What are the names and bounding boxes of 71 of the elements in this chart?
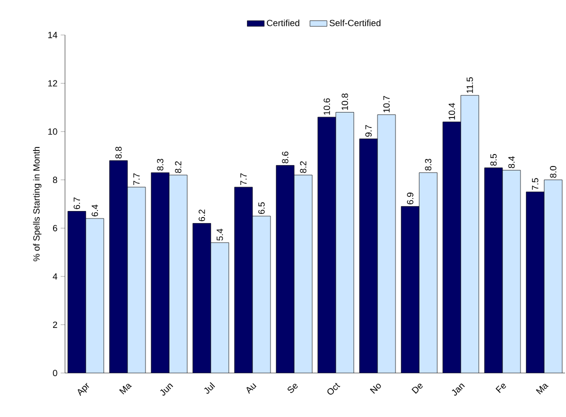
data-label: 8.3 (424, 158, 432, 171)
bar (544, 180, 562, 373)
y-tick-label: 14 (48, 32, 58, 38)
data-label: 8.6 (282, 152, 288, 164)
bar (128, 187, 146, 373)
bar (234, 187, 252, 373)
bar (502, 170, 521, 373)
bar (151, 172, 170, 373)
bar (378, 114, 396, 373)
y-tick-label: 10 (48, 128, 58, 135)
data-label: 10.6 (324, 98, 330, 115)
bar (276, 165, 294, 373)
y-tick-label: 4 (52, 273, 58, 280)
bar (110, 160, 128, 373)
bar (526, 192, 544, 373)
data-label: 8.4 (508, 156, 515, 168)
bar (460, 95, 479, 373)
data-label: 10.7 (383, 96, 390, 112)
data-label: 8.0 (550, 166, 556, 178)
data-label: 7.7 (133, 173, 140, 185)
data-label: 8.2 (174, 161, 182, 173)
legend-label: Self-Certified (330, 20, 380, 26)
bar (484, 168, 503, 373)
data-label: 6.9 (406, 192, 414, 204)
bar (419, 172, 438, 373)
data-label: 8.2 (300, 161, 306, 173)
y-tick-label: 0 (52, 370, 58, 376)
x-tick-label: Fe (496, 384, 506, 394)
bar (192, 223, 211, 373)
x-tick-label: De (412, 384, 423, 394)
x-tick-label: Ma (536, 384, 549, 394)
legend-label: Certified (266, 20, 300, 26)
bar (252, 216, 271, 373)
y-tick-label: 6 (53, 224, 58, 232)
data-label: 10.4 (448, 103, 456, 120)
x-tick-label: Oct (327, 382, 340, 395)
data-label: 6.5 (258, 202, 265, 214)
y-tick-label: 8 (52, 176, 58, 184)
bar (86, 218, 104, 373)
x-tick-label: Au (246, 383, 256, 394)
bar (318, 117, 336, 373)
data-label: 5.4 (216, 228, 223, 241)
x-tick-label: Ma (119, 384, 132, 394)
x-tick-label: Apr (78, 382, 90, 396)
y-axis-title: % of Spells Starting in Month (33, 147, 42, 262)
y-tick-label: 2 (53, 322, 58, 328)
data-label: 10.8 (342, 94, 348, 110)
data-label: 9.7 (365, 125, 372, 137)
bar (401, 206, 420, 373)
data-label: 7.7 (240, 173, 247, 185)
bar (442, 122, 461, 373)
bar (336, 112, 354, 373)
bar (210, 242, 229, 373)
data-label: 6.7 (74, 198, 80, 210)
data-label: 7.5 (532, 178, 538, 190)
x-tick-label: Se (288, 384, 298, 393)
bar (360, 138, 378, 373)
data-label: 11.5 (466, 77, 473, 93)
x-tick-label: Jan (452, 384, 465, 396)
bar (169, 175, 188, 373)
data-label: 6.2 (198, 210, 206, 222)
bar (294, 175, 312, 373)
data-label: 6.4 (92, 204, 98, 216)
x-tick-label: Jun (160, 384, 174, 396)
data-label: 8.3 (156, 158, 164, 171)
x-tick-label: No (370, 384, 381, 394)
y-tick-label: 12 (48, 80, 58, 86)
data-label: 8.8 (115, 146, 122, 158)
x-tick-label: Jul (204, 382, 216, 394)
bar (68, 211, 86, 373)
data-label: 8.5 (490, 154, 497, 166)
